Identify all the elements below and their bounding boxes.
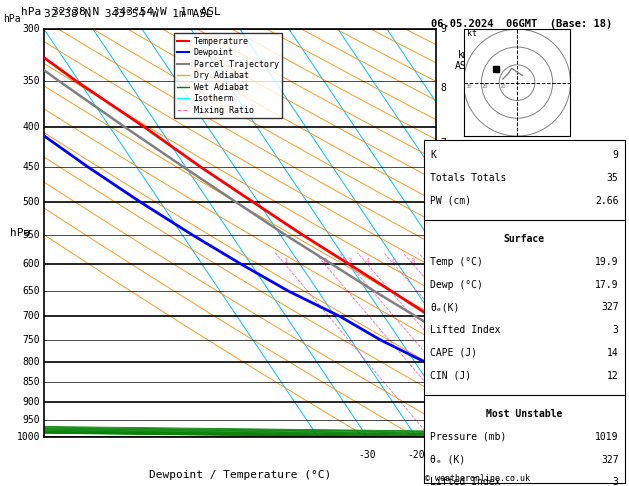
Text: 12: 12 (607, 370, 618, 381)
Text: 650: 650 (23, 286, 40, 296)
Text: 3: 3 (613, 325, 618, 335)
Text: Dewpoint / Temperature (°C): Dewpoint / Temperature (°C) (149, 470, 331, 480)
Text: 327: 327 (601, 302, 618, 312)
Text: 20: 20 (606, 450, 618, 460)
Text: 20: 20 (481, 84, 488, 89)
Text: 10: 10 (557, 450, 569, 460)
Text: 0: 0 (511, 450, 518, 460)
Text: Temp (°C): Temp (°C) (430, 257, 483, 267)
Text: 30: 30 (465, 84, 472, 89)
Text: 7: 7 (440, 138, 446, 148)
Text: hPa: hPa (21, 7, 41, 17)
Text: 14: 14 (607, 348, 618, 358)
Text: 06.05.2024  06GMT  (Base: 18): 06.05.2024 06GMT (Base: 18) (431, 19, 612, 30)
Text: -30: -30 (359, 450, 376, 460)
Text: Lifted Index: Lifted Index (430, 477, 501, 486)
Text: -20: -20 (408, 450, 425, 460)
Text: 10: 10 (499, 84, 506, 89)
Text: 1: 1 (440, 424, 446, 434)
Text: 950: 950 (23, 415, 40, 425)
Text: 450: 450 (23, 162, 40, 172)
Text: 550: 550 (23, 230, 40, 240)
Text: 4: 4 (440, 312, 446, 321)
Text: 9: 9 (613, 150, 618, 160)
Text: 2.66: 2.66 (595, 195, 618, 206)
Text: 3: 3 (440, 373, 446, 383)
Text: 19.9: 19.9 (595, 257, 618, 267)
Text: 3: 3 (613, 477, 618, 486)
FancyBboxPatch shape (424, 139, 625, 483)
Text: 4: 4 (365, 258, 369, 264)
Text: 500: 500 (23, 197, 40, 208)
Text: 6: 6 (392, 258, 396, 264)
Text: -10: -10 (457, 450, 474, 460)
Text: Surface: Surface (504, 234, 545, 244)
Text: 750: 750 (23, 335, 40, 345)
Text: PW (cm): PW (cm) (430, 195, 471, 206)
Text: Lifted Index: Lifted Index (430, 325, 501, 335)
Text: 5: 5 (440, 254, 446, 263)
Text: Totals Totals: Totals Totals (430, 173, 506, 183)
Text: 327: 327 (601, 454, 618, 465)
Text: 350: 350 (23, 76, 40, 87)
Text: 10: 10 (425, 258, 433, 264)
Text: 17.9: 17.9 (595, 279, 618, 290)
Text: 700: 700 (23, 312, 40, 321)
Text: 1019: 1019 (595, 432, 618, 442)
Text: 6: 6 (440, 195, 446, 205)
Text: 32°38'N  343°54'W  1m ASL: 32°38'N 343°54'W 1m ASL (52, 7, 221, 17)
Text: Most Unstable: Most Unstable (486, 409, 562, 419)
Text: hPa: hPa (3, 14, 21, 24)
Text: 9: 9 (440, 24, 446, 34)
Text: 600: 600 (23, 259, 40, 269)
Text: 2: 2 (323, 258, 327, 264)
Text: CAPE (J): CAPE (J) (430, 348, 477, 358)
Text: 300: 300 (23, 24, 40, 34)
Text: kt: kt (467, 29, 477, 38)
Text: Mixing Ratio (g/kg): Mixing Ratio (g/kg) (479, 186, 487, 281)
Text: 3: 3 (347, 258, 352, 264)
Text: Pressure (mb): Pressure (mb) (430, 432, 506, 442)
Text: 400: 400 (23, 122, 40, 132)
Text: 850: 850 (23, 377, 40, 387)
Text: 35: 35 (607, 173, 618, 183)
Text: 8: 8 (440, 83, 446, 93)
Text: 1: 1 (283, 258, 287, 264)
Text: Dewp (°C): Dewp (°C) (430, 279, 483, 290)
Text: 900: 900 (23, 397, 40, 407)
Legend: Temperature, Dewpoint, Parcel Trajectory, Dry Adiabat, Wet Adiabat, Isotherm, Mi: Temperature, Dewpoint, Parcel Trajectory… (174, 34, 282, 118)
Text: θₑ(K): θₑ(K) (430, 302, 459, 312)
Text: 8: 8 (411, 258, 415, 264)
Text: 1000: 1000 (16, 433, 40, 442)
Text: 2: 2 (440, 406, 446, 416)
Text: 32°38'N  343°54'W  1m ASL: 32°38'N 343°54'W 1m ASL (44, 9, 213, 19)
Text: © weatheronline.co.uk: © weatheronline.co.uk (425, 474, 530, 483)
Text: θₑ (K): θₑ (K) (430, 454, 465, 465)
Text: km
ASL: km ASL (455, 50, 472, 71)
Text: 800: 800 (23, 357, 40, 367)
Text: hPa: hPa (11, 228, 31, 238)
Text: CIN (J): CIN (J) (430, 370, 471, 381)
Text: LCL: LCL (440, 429, 457, 439)
Text: K: K (430, 150, 436, 160)
